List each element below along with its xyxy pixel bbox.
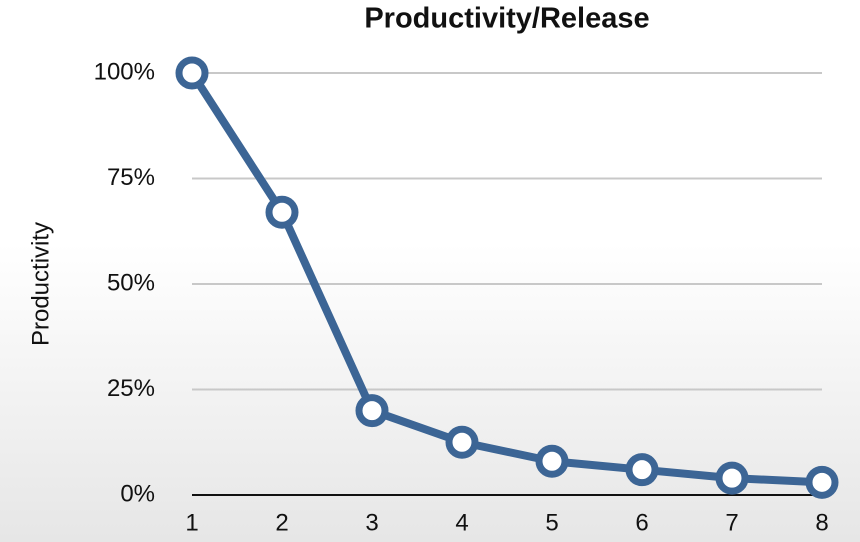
y-tick-label: 0% <box>120 480 155 507</box>
x-tick-label: 5 <box>545 509 558 536</box>
line <box>188 70 823 487</box>
y-tick-label: 100% <box>94 58 155 85</box>
x-tick-label: 3 <box>365 509 378 536</box>
x-tick-label: 8 <box>815 509 828 536</box>
point <box>805 465 839 499</box>
y-axis-label: Productivity <box>27 222 54 346</box>
point <box>715 461 749 495</box>
x-tick-label: 7 <box>725 509 738 536</box>
point <box>265 195 299 229</box>
point <box>445 425 479 459</box>
point <box>625 453 659 487</box>
y-tick-label: 75% <box>107 164 155 191</box>
point <box>175 56 209 90</box>
point <box>355 394 389 428</box>
chart-title: Productivity/Release <box>364 3 649 35</box>
x-tick-label: 4 <box>455 509 468 536</box>
y-tick-label: 50% <box>107 269 155 296</box>
x-tick-label: 6 <box>635 509 648 536</box>
x-tick-label: 2 <box>275 509 288 536</box>
point <box>535 444 569 478</box>
y-tick-label: 25% <box>107 375 155 402</box>
x-tick-label: 1 <box>185 509 198 536</box>
